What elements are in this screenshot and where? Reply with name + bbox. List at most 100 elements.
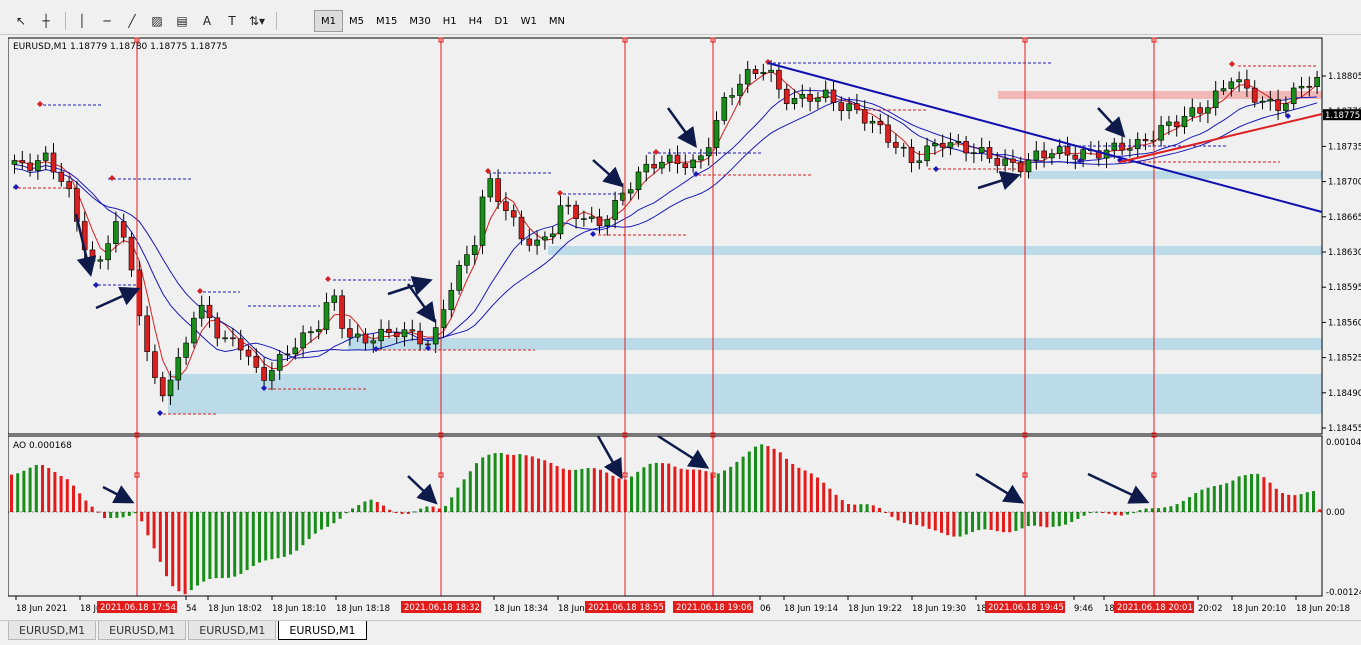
annotation-arrow[interactable]	[1087, 472, 1150, 504]
candle-body	[1228, 81, 1235, 89]
candle-body	[581, 218, 587, 220]
annotation-arrow[interactable]	[407, 475, 438, 505]
down-trendline[interactable]	[767, 62, 1323, 213]
timeframe-h4[interactable]: H4	[468, 15, 483, 27]
ao-bar	[481, 457, 485, 512]
annotation-arrow[interactable]	[102, 485, 135, 504]
candle-body	[120, 221, 127, 238]
price-label: 1.18630	[1328, 248, 1361, 258]
up-trendline[interactable]	[1119, 113, 1323, 163]
chart-tab[interactable]: EURUSD,M1	[278, 621, 367, 640]
vertical-line-handle[interactable]	[1151, 472, 1157, 478]
vertical-line-handle[interactable]	[622, 37, 628, 43]
annotation-arrow[interactable]	[596, 435, 623, 480]
chart-window[interactable]: 1.188051.187701.187351.187001.186651.186…	[7, 36, 1361, 620]
time-label: 9:46	[1074, 604, 1093, 614]
annotation-arrow[interactable]	[657, 434, 710, 469]
annotation-arrow[interactable]	[387, 276, 433, 296]
annotation-arrows[interactable]	[74, 107, 1150, 505]
candle-body	[245, 349, 252, 357]
annotation-arrow[interactable]	[1097, 107, 1126, 138]
vertical-line-handle[interactable]	[710, 472, 716, 478]
vertical-line-handle[interactable]	[622, 472, 628, 478]
ao-bar	[834, 494, 838, 512]
ao-bar	[896, 512, 900, 521]
ao-bar	[1126, 512, 1129, 515]
fibo-fan-icon[interactable]: ▤	[176, 14, 188, 28]
text-label-icon[interactable]: T	[228, 14, 236, 28]
annotation-arrow[interactable]	[592, 159, 624, 188]
timeframe-m15[interactable]: M15	[376, 15, 398, 27]
fibo-channel-icon[interactable]: ▨	[151, 14, 163, 28]
ao-bar	[264, 512, 268, 561]
price-zone	[998, 91, 1322, 99]
candle-body	[42, 152, 49, 161]
vertical-line-handle[interactable]	[710, 37, 716, 43]
vertical-line-handle[interactable]	[710, 432, 716, 438]
text-icon[interactable]: A	[202, 14, 212, 28]
vertical-line-handle[interactable]	[1022, 432, 1028, 438]
timeframe-d1[interactable]: D1	[494, 15, 509, 27]
chart-tab[interactable]: EURUSD,M1	[98, 621, 187, 640]
ao-bar	[1150, 508, 1154, 512]
ao-bar	[1237, 476, 1241, 512]
vertical-line-icon[interactable]: │	[78, 14, 86, 28]
ao-bar	[28, 467, 32, 512]
trendline-icon[interactable]: ╱	[128, 14, 136, 28]
vertical-line-handle[interactable]	[438, 472, 444, 478]
candle-body	[682, 163, 689, 168]
ao-bar	[475, 463, 478, 512]
annotation-arrow[interactable]	[666, 107, 697, 149]
candle-body	[908, 146, 915, 163]
timeframe-m30[interactable]: M30	[409, 15, 431, 27]
ao-bar	[766, 446, 770, 512]
horizontal-line-icon[interactable]: ─	[103, 14, 111, 28]
ao-bar	[382, 505, 385, 512]
candle-body	[152, 351, 158, 378]
annotation-arrow[interactable]	[74, 213, 97, 277]
annotation-arrow[interactable]	[95, 287, 141, 310]
vertical-lines[interactable]	[134, 37, 1157, 596]
vertical-line-handle[interactable]	[1022, 37, 1028, 43]
vertical-line-handle[interactable]	[134, 472, 140, 478]
price-label: 1.18665	[1328, 213, 1361, 223]
timeframe-m1[interactable]: M1	[314, 10, 343, 32]
annotation-arrow[interactable]	[977, 170, 1021, 191]
ao-bar	[1188, 497, 1191, 512]
ao-bar	[995, 512, 999, 532]
fractal-marker	[325, 276, 331, 282]
candle-body	[159, 377, 166, 397]
fractal-marker	[13, 184, 19, 190]
vertical-line-handle[interactable]	[438, 37, 444, 43]
timeframe-w1[interactable]: W1	[520, 15, 537, 27]
chart-canvas[interactable]: 1.188051.187701.187351.187001.186651.186…	[7, 36, 1361, 620]
timeframe-h1[interactable]: H1	[442, 15, 457, 27]
arrows-icon[interactable]: ⇅▾	[248, 14, 266, 28]
vertical-line-handle[interactable]	[1022, 472, 1028, 478]
crosshair-icon[interactable]: ┼	[42, 14, 50, 28]
ao-bar	[1206, 487, 1210, 512]
candle-body	[58, 171, 65, 182]
cursor-icon[interactable]: ↖	[15, 14, 27, 28]
ao-bar	[41, 465, 44, 512]
vertical-line-handle[interactable]	[1151, 37, 1157, 43]
ao-bar	[859, 504, 863, 512]
timeframe-m5[interactable]: M5	[349, 15, 364, 27]
trendlines[interactable]	[767, 62, 1323, 213]
vertical-line-handle[interactable]	[438, 432, 444, 438]
annotation-arrow[interactable]	[975, 472, 1025, 504]
chart-tab[interactable]: EURUSD,M1	[188, 621, 277, 640]
chart-tab[interactable]: EURUSD,M1	[8, 621, 97, 640]
ao-bar	[952, 512, 956, 537]
time-label: 20:02	[1198, 604, 1223, 614]
timeframe-mn[interactable]: MN	[548, 15, 565, 27]
vertical-line-handle[interactable]	[134, 37, 140, 43]
vertical-line-handle[interactable]	[1151, 432, 1157, 438]
candle-body	[557, 205, 564, 235]
vertical-line-handle[interactable]	[622, 432, 628, 438]
ao-bar	[698, 469, 702, 512]
vertical-line-handle[interactable]	[134, 432, 140, 438]
ao-bar	[803, 470, 807, 512]
annotation-arrow[interactable]	[406, 283, 436, 324]
ao-bar	[251, 512, 255, 566]
